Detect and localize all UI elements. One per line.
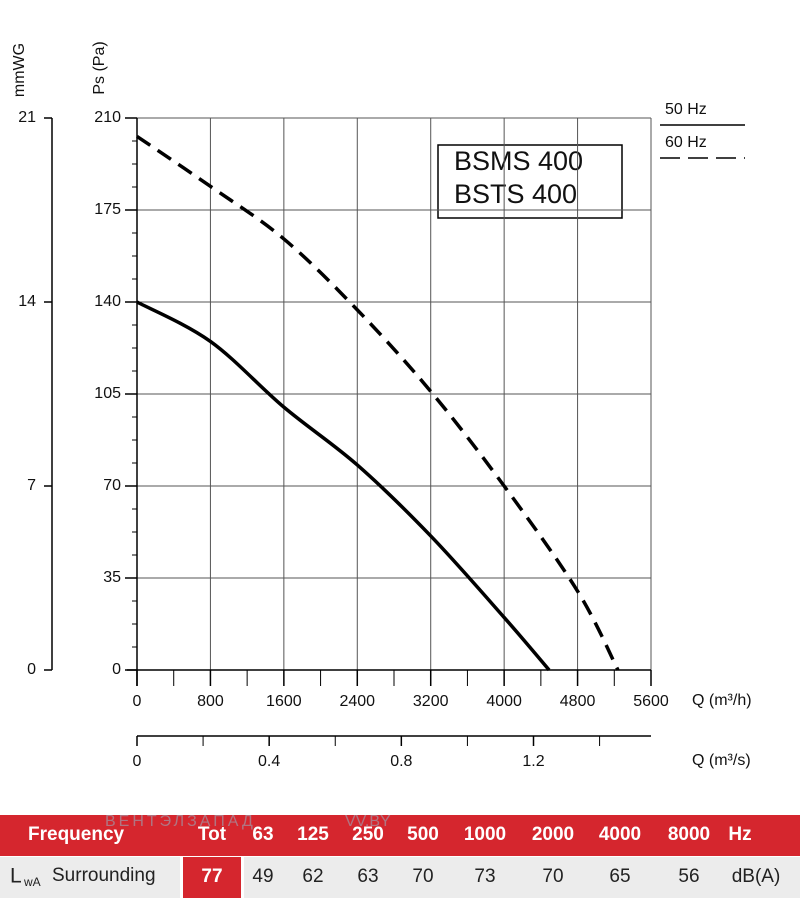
watermark: VV.BY xyxy=(345,813,391,830)
y-tick-label: 70 xyxy=(103,477,121,494)
row-label-sub: wA xyxy=(23,875,41,889)
y-tick-label: 105 xyxy=(94,385,121,402)
table-header: 4000 xyxy=(599,824,641,845)
table-header: 125 xyxy=(297,824,329,845)
model-box xyxy=(437,144,623,219)
table-cell: 56 xyxy=(678,866,699,887)
table-header: 250 xyxy=(352,824,384,845)
x-tick-label: 1600 xyxy=(266,693,302,710)
x2-tick-label: 0.4 xyxy=(258,753,280,770)
watermark: ВЕНТЭЛЗАПАД xyxy=(105,813,256,830)
y2-tick-label: 7 xyxy=(27,477,36,494)
table-cell: 63 xyxy=(357,866,378,887)
y-tick-label: 140 xyxy=(94,293,121,310)
x2-tick-label: 0 xyxy=(133,753,142,770)
x-tick-label: 3200 xyxy=(413,693,449,710)
table-cell xyxy=(0,857,180,898)
unit: dB(A) xyxy=(732,866,781,887)
table-cell xyxy=(183,857,241,898)
curve xyxy=(136,134,620,671)
y-axis-label: Ps (Pa) xyxy=(91,41,108,94)
legend-label: 60 Hz xyxy=(665,134,707,151)
table-header: 2000 xyxy=(532,824,574,845)
legend-label: 50 Hz xyxy=(665,101,707,118)
table-cell: 73 xyxy=(474,866,495,887)
total-value: 77 xyxy=(201,866,222,887)
table-header: 1000 xyxy=(464,824,506,845)
model-label: BSTS 400 xyxy=(454,179,577,209)
table-header-bg xyxy=(0,815,800,856)
curve xyxy=(136,300,551,672)
table-cell: 62 xyxy=(302,866,323,887)
y2-axis-label: mmWG xyxy=(11,43,28,97)
table-cell: 70 xyxy=(412,866,433,887)
y-tick-label: 210 xyxy=(94,109,121,126)
model-label: BSMS 400 xyxy=(454,146,583,176)
x-tick-label: 2400 xyxy=(339,693,375,710)
y-tick-label: 35 xyxy=(103,569,121,586)
x-axis-label: Q (m³/h) xyxy=(692,692,752,709)
y-tick-label: 0 xyxy=(112,661,121,678)
table-cell: 49 xyxy=(252,866,273,887)
table-header: 500 xyxy=(407,824,439,845)
x-tick-label: 4000 xyxy=(486,693,522,710)
row-label-rest: Surrounding xyxy=(52,865,156,886)
y2-tick-label: 14 xyxy=(18,293,36,310)
table-header: 63 xyxy=(252,824,273,845)
table-header: Tot xyxy=(198,824,227,845)
y2-tick-label: 0 xyxy=(27,661,36,678)
x2-tick-label: 1.2 xyxy=(522,753,544,770)
x-tick-label: 4800 xyxy=(560,693,596,710)
table-header: Frequency xyxy=(28,824,125,845)
x2-tick-label: 0.8 xyxy=(390,753,412,770)
table-cell xyxy=(244,857,800,898)
row-label: L xyxy=(10,865,22,888)
x-tick-label: 0 xyxy=(133,693,142,710)
x-tick-label: 800 xyxy=(197,693,224,710)
x2-axis-label: Q (m³/s) xyxy=(692,752,751,769)
table-header: Hz xyxy=(728,824,751,845)
table-header: 8000 xyxy=(668,824,710,845)
y-tick-label: 175 xyxy=(94,201,121,218)
y2-tick-label: 21 xyxy=(18,109,36,126)
table-cell: 70 xyxy=(542,866,563,887)
table-cell: 65 xyxy=(609,866,630,887)
x-tick-label: 5600 xyxy=(633,693,669,710)
